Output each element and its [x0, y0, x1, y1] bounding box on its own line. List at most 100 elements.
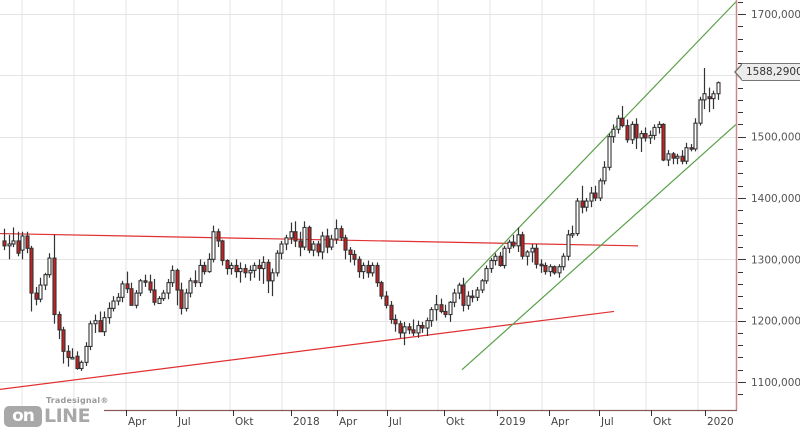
time-axis-label: 2018	[293, 416, 320, 428]
candle	[193, 270, 198, 287]
candle	[425, 317, 430, 336]
candle	[602, 161, 607, 185]
candle	[20, 231, 25, 260]
candle	[543, 262, 548, 275]
candle	[320, 231, 325, 260]
candle	[16, 231, 21, 257]
candle	[225, 259, 230, 275]
candle	[202, 261, 207, 275]
candle	[575, 198, 580, 237]
candle	[420, 321, 425, 333]
candle	[207, 253, 212, 273]
candle	[339, 225, 344, 241]
candle	[325, 228, 330, 254]
candle	[484, 265, 489, 284]
candle	[316, 240, 321, 257]
candle	[398, 320, 403, 338]
candle	[79, 360, 84, 371]
time-axis-label: 2019	[499, 416, 526, 428]
trendline-resistance	[0, 232, 639, 247]
candle	[170, 265, 175, 287]
candle	[47, 253, 52, 278]
candle	[675, 153, 680, 165]
candle	[666, 150, 671, 167]
candle	[188, 277, 193, 298]
time-axis-label: Jul	[600, 416, 614, 428]
candle	[161, 290, 166, 302]
price-axis-label: 1400,0000	[751, 193, 800, 205]
candle	[352, 250, 357, 266]
candle	[257, 259, 262, 281]
candle	[275, 250, 280, 277]
candle	[470, 290, 475, 303]
candle	[648, 130, 653, 145]
candle	[379, 280, 384, 300]
candle	[343, 234, 348, 260]
candle	[307, 225, 312, 254]
candle	[448, 301, 453, 322]
trendline-support	[0, 310, 615, 390]
candle	[184, 288, 189, 312]
candle	[29, 245, 34, 312]
candle	[57, 311, 62, 340]
candle	[238, 262, 243, 283]
candle	[75, 351, 80, 370]
candle	[88, 320, 93, 351]
candle	[643, 127, 648, 142]
last-price-tag: 1588,2900	[734, 63, 800, 81]
candle	[2, 228, 7, 251]
candle	[511, 234, 516, 249]
candle	[452, 288, 457, 308]
candle	[148, 274, 153, 294]
candle	[693, 118, 698, 152]
candle	[657, 121, 662, 134]
candle	[375, 262, 380, 287]
candle	[561, 253, 566, 271]
candles	[2, 67, 721, 371]
candle	[61, 326, 66, 364]
candle	[589, 186, 594, 208]
price-axis-label: 1700,0000	[751, 9, 800, 21]
candle	[348, 247, 353, 263]
candle	[302, 221, 307, 251]
candle	[639, 130, 644, 152]
candle	[539, 259, 544, 273]
logo-on-badge: on	[4, 406, 42, 427]
trendlines	[0, 1, 737, 390]
candle	[134, 290, 139, 309]
candle	[407, 323, 412, 335]
trendline-channel-upper	[461, 1, 737, 288]
candle	[284, 234, 289, 251]
candle	[580, 185, 585, 214]
candle	[625, 119, 630, 143]
candle	[502, 245, 507, 269]
candle	[702, 67, 707, 110]
candle	[475, 286, 480, 302]
candle	[393, 314, 398, 332]
price-axis-label: 1200,0000	[751, 316, 800, 328]
candle	[43, 272, 48, 290]
candle	[671, 152, 676, 165]
candle	[261, 256, 266, 284]
candle	[611, 124, 616, 143]
candle	[243, 264, 248, 278]
candle	[411, 319, 416, 336]
price-axis: 1100,0000 1200,0000 1300,0000 1400,0000 1500…	[735, 0, 800, 410]
candle	[66, 345, 71, 367]
price-axis-label: 1300,0000	[751, 254, 800, 266]
candle	[384, 291, 389, 309]
candle	[175, 268, 180, 306]
candle	[311, 240, 316, 257]
time-axis: Apr Jul Okt 2018 Apr Jul Okt 2019 Apr Jul Okt 2020	[104, 409, 737, 428]
candle	[370, 262, 375, 277]
candle	[434, 294, 439, 321]
time-axis-label: Okt	[235, 416, 253, 428]
candle	[11, 227, 16, 248]
candle	[52, 234, 57, 324]
candle	[552, 265, 557, 275]
candle	[570, 225, 575, 238]
candle	[7, 234, 12, 260]
candle	[461, 277, 466, 312]
candle	[111, 296, 116, 312]
